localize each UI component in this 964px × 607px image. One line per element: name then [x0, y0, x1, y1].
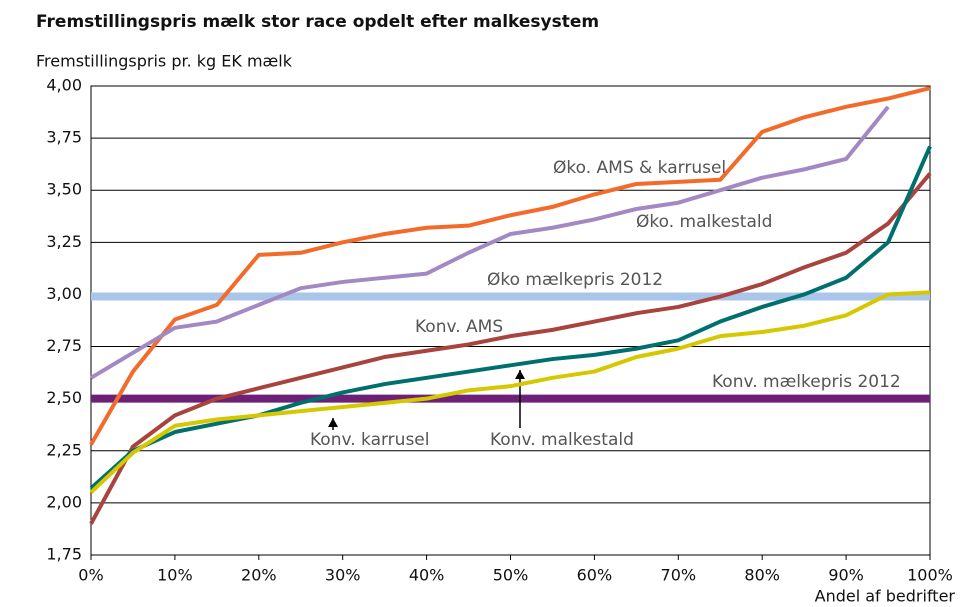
x-tick-label: 90% [828, 566, 864, 585]
series-line [89, 105, 890, 380]
series-line [89, 86, 931, 446]
y-tick-label: 2,25 [46, 440, 82, 459]
series-line [89, 172, 932, 525]
x-tick-label: 20% [241, 566, 277, 585]
y-tick-label: 3,00 [46, 284, 82, 303]
x-tick-label: 100% [907, 566, 953, 585]
plot-frame [90, 85, 931, 556]
y-tick-label: 3,25 [46, 232, 82, 251]
y-tick-label: 3,75 [46, 128, 82, 147]
x-tick-label: 10% [157, 566, 193, 585]
y-tick-label: 2,50 [46, 388, 82, 407]
x-tick-label: 0% [78, 566, 103, 585]
x-tick-label: 80% [744, 566, 780, 585]
series-label: Øko. AMS & karrusel [553, 158, 726, 178]
series-label: Konv. karrusel [310, 430, 429, 450]
reference-label: Konv. mælkepris 2012 [712, 372, 901, 392]
y-tick-label: 1,75 [46, 545, 82, 564]
arrow-head [515, 370, 525, 379]
series-line [89, 145, 932, 490]
y-axis-label: Fremstillingspris pr. kg EK mælk [36, 52, 293, 71]
y-tick-label: 2,00 [46, 492, 82, 511]
reference-label: Øko mælkepris 2012 [487, 270, 663, 290]
series-line [89, 290, 931, 494]
chart-title: Fremstillingspris mælk stor race opdelt … [36, 12, 599, 32]
x-tick-label: 40% [409, 566, 445, 585]
y-tick-label: 3,50 [46, 180, 82, 199]
x-tick-label: 60% [577, 566, 613, 585]
x-tick-label: 30% [325, 566, 361, 585]
arrow-head [328, 418, 338, 427]
series-label: Konv. malkestald [490, 430, 634, 450]
x-tick-label: 50% [493, 566, 529, 585]
x-tick-label: 70% [661, 566, 697, 585]
y-tick-label: 4,00 [46, 76, 82, 95]
y-tick-label: 2,75 [46, 336, 82, 355]
series-label: Konv. AMS [415, 317, 503, 337]
x-axis-label: Andel af bedrifter [815, 587, 956, 606]
series-label: Øko. malkestald [636, 212, 772, 232]
